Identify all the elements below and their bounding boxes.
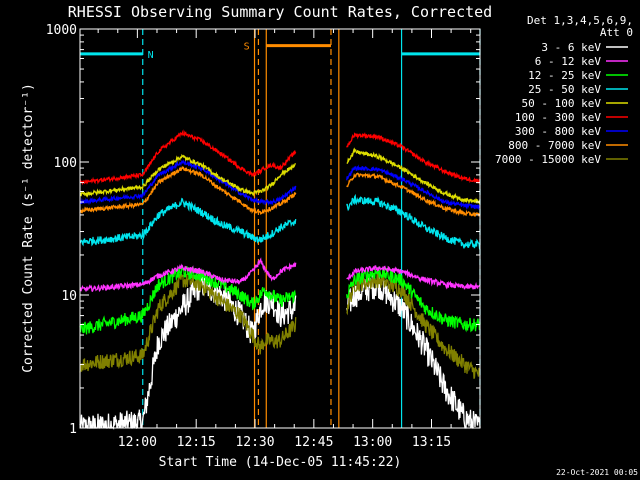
legend-label-8: 7000 - 15000 keV xyxy=(495,153,601,166)
y-axis-label: Corrected Count Rate (s⁻¹ detector⁻¹) xyxy=(21,83,36,373)
x-tick-label-3: 12:45 xyxy=(294,435,333,450)
series-line-1-part-1 xyxy=(346,265,481,290)
y-tick-label-2: 100 xyxy=(54,156,77,171)
y-tick-label-0: 1 xyxy=(69,422,77,437)
series-line-7-part-0 xyxy=(79,166,297,216)
series-line-1-part-0 xyxy=(79,257,297,292)
x-tick-label-2: 12:30 xyxy=(235,435,274,450)
series-line-2-part-1 xyxy=(346,266,481,333)
x-tick-label-4: 13:00 xyxy=(353,435,392,450)
series-line-8-part-1 xyxy=(346,272,481,379)
x-tick-label-1: 12:15 xyxy=(177,435,216,450)
series-line-3-part-0 xyxy=(79,197,297,247)
legend-label-0: 3 - 6 keV xyxy=(541,41,601,54)
series-line-4-part-1 xyxy=(346,147,481,205)
marker-label-0: N xyxy=(148,50,154,61)
legend-label-2: 12 - 25 keV xyxy=(528,69,601,82)
series-line-8-part-0 xyxy=(79,272,297,373)
x-tick-label-5: 13:15 xyxy=(412,435,451,450)
legend-label-4: 50 - 100 keV xyxy=(522,97,602,110)
chart-title: RHESSI Observing Summary Count Rates, Co… xyxy=(68,3,492,21)
series-line-3-part-1 xyxy=(346,193,481,250)
series-line-0-part-0 xyxy=(79,272,297,430)
legend-label-7: 800 - 7000 keV xyxy=(508,139,601,152)
footer-date: 22-Oct-2021 00:05 xyxy=(556,468,638,477)
series-line-4-part-0 xyxy=(79,153,296,198)
series-line-6-part-1 xyxy=(346,164,481,211)
series-line-0-part-1 xyxy=(346,274,481,429)
marker-label-1: S xyxy=(244,42,250,53)
x-tick-label-0: 12:00 xyxy=(118,435,157,450)
series-line-5-part-0 xyxy=(79,129,297,186)
legend-header-line-2: Att 0 xyxy=(600,26,633,39)
legend-label-1: 6 - 12 keV xyxy=(535,55,602,68)
legend-label-5: 100 - 300 keV xyxy=(515,111,601,124)
plot-frame xyxy=(79,28,481,429)
y-tick-label-1: 10 xyxy=(61,289,77,304)
legend-label-6: 300 - 800 keV xyxy=(515,125,601,138)
series-line-5-part-1 xyxy=(346,132,481,185)
y-tick-label-3: 1000 xyxy=(46,23,77,38)
series-line-7-part-1 xyxy=(346,172,481,218)
series-line-2-part-0 xyxy=(79,266,296,335)
x-axis-label: Start Time (14-Dec-05 11:45:22) xyxy=(159,455,402,470)
legend-label-3: 25 - 50 keV xyxy=(528,83,601,96)
series-line-6-part-0 xyxy=(79,158,297,207)
legend-header-line-1: Det 1,3,4,5,6,9, xyxy=(527,14,633,27)
